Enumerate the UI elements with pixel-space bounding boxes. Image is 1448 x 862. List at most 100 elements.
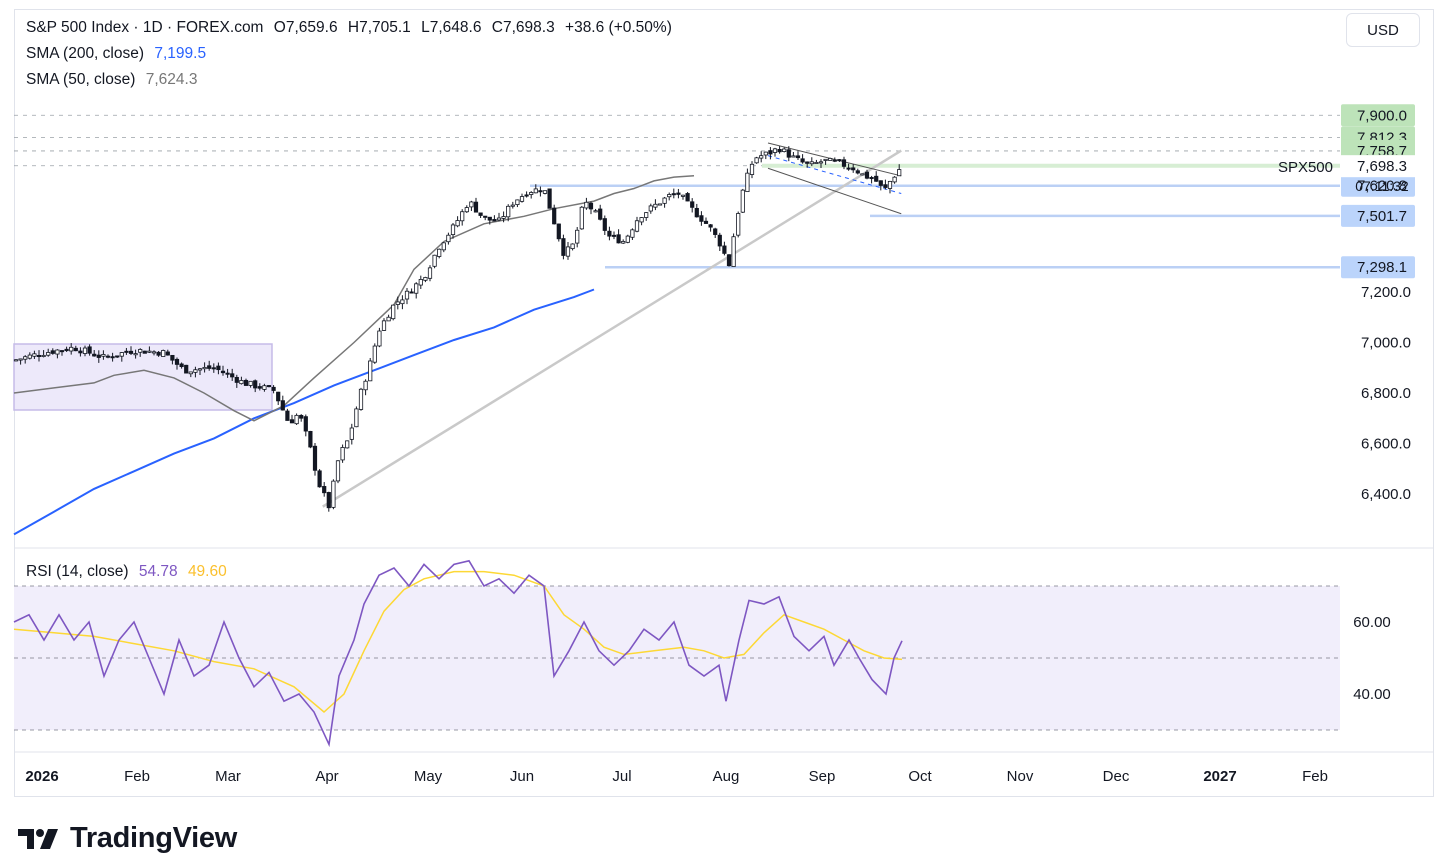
candle [768,147,773,160]
candle [634,216,640,233]
candle-body [216,365,221,371]
candle [823,158,828,165]
candle [432,254,437,269]
candle [588,201,594,215]
level-label-text: 7,900.0 [1357,107,1407,124]
candle [294,413,299,425]
candle [621,239,626,244]
rsi-value: 54.78 [138,563,178,580]
candle-body [161,350,166,357]
candle [133,349,138,359]
candle [690,198,695,213]
sma50-legend[interactable]: SMA (50, close) 7,624.3 [26,71,203,89]
candle-body [832,159,837,162]
brand-logo[interactable]: TradingView [18,822,237,855]
candle-body [326,492,331,509]
candle-body [657,203,663,206]
candle [174,357,180,370]
candle-body [391,304,396,320]
level-labels: 7,900.07,812.37,758.77,700.07,620.87,501… [1278,104,1417,279]
candle [561,234,566,260]
candle [142,350,147,354]
candle-body [607,230,612,237]
candle [220,365,226,376]
level-label-support: 7,298.1 [1341,256,1415,279]
candle-body [418,279,423,286]
level-label-text: 7,620.8 [1357,178,1407,195]
candle-body [414,283,419,294]
price-tick-label: 7,200.0 [1361,284,1411,301]
candle [299,414,304,422]
candle [230,368,235,381]
candle [501,211,506,223]
candle-body [749,163,755,175]
candle [795,151,801,161]
candle [533,184,538,194]
candle [441,242,446,253]
candle [473,197,479,213]
candle-body [73,347,78,352]
candle [883,179,888,190]
candle-body [593,210,598,213]
candle-body [501,216,506,219]
candle [818,159,824,168]
candle [538,186,543,197]
candle [184,364,189,374]
rsi-legend[interactable]: RSI (14, close) 54.78 49.60 [26,563,233,581]
candle [759,151,764,163]
candle-body [303,416,308,432]
candle-body [818,161,824,164]
candle-body [354,408,359,428]
candle-body [897,169,902,177]
candle [427,265,433,282]
candle [423,276,428,283]
candle-body [285,410,290,421]
candle-body [547,188,552,209]
candle [800,154,805,164]
candle [680,194,686,200]
sma200-label: SMA (200, close) [26,45,145,62]
candle [851,164,856,173]
sma200-legend[interactable]: SMA (200, close) 7,199.5 [26,45,212,63]
candlesticks [13,146,902,512]
candle [36,350,42,362]
candle [694,203,699,218]
ohlc-open: O7,659.6 [273,19,338,36]
candle [92,350,97,357]
time-tick-label: Aug [713,768,740,785]
candle [156,351,161,357]
candle-body [138,349,143,353]
candle [124,347,129,355]
candle [869,175,874,184]
rsi-ma-value: 49.60 [187,563,227,580]
candle [239,376,244,385]
candle [837,159,842,162]
candle-body [565,246,571,257]
rsi-tick-label: 40.00 [1353,686,1391,703]
brand-name: TradingView [70,822,237,854]
candle-body [450,224,456,236]
time-tick-label: Jun [510,768,534,785]
candle [726,254,732,267]
price-change: +38.6 (+0.50%) [565,19,672,36]
symbol-title[interactable]: S&P 500 Index · 1D · FOREX.com [26,19,264,36]
candle-body [13,359,19,362]
candle-body [768,150,773,155]
candle-body [69,346,74,352]
channel-lower [767,167,902,215]
candle [243,378,249,386]
candle-body [538,190,543,193]
candle-body [460,211,465,222]
candle [193,366,198,378]
candle-body [575,229,580,244]
currency-button[interactable]: USD [1346,13,1420,47]
candle [437,248,442,259]
candle-body [36,354,42,357]
candle-body [381,320,387,331]
candle-body [887,180,893,189]
candle [59,350,65,356]
candle-body [101,354,106,357]
candle [878,180,883,191]
candle [368,357,373,382]
